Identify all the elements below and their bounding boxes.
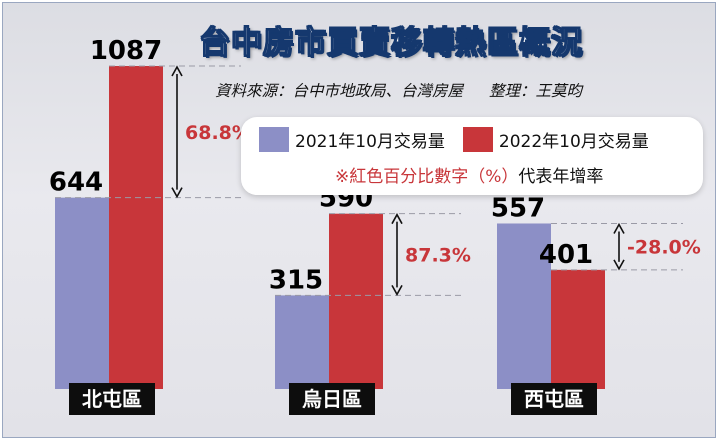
arrow-head-up-beitun [171,65,183,77]
value-label-2022-beitun: 1087 [90,36,162,66]
legend-label-2021: 2021年10月交易量 [295,132,445,152]
legend-note: ※紅色百分比數字（%）代表年增率 [335,162,603,187]
arrow-head-down-wuri [391,285,403,297]
category-label-xitun: 西屯區 [511,383,597,415]
legend-swatch-2022 [462,127,493,152]
category-label-beitun: 北屯區 [69,383,155,415]
bar-2021-beitun [55,197,109,389]
source-line: 資料來源：台中市地政局、台灣房屋 整理：王莫昀 [215,79,705,101]
category-label-wuri: 烏日區 [289,383,375,415]
value-label-2022-xitun: 401 [539,240,593,270]
bar-2021-wuri [275,295,329,389]
bar-2021-xitun [497,223,551,389]
growth-label-beitun: 68.8% [185,122,251,144]
growth-label-xitun: -28.0% [627,237,701,259]
legend-row: 2021年10月交易量 2022年10月交易量 [259,127,667,152]
legend-note-rest: 代表年增率 [518,167,604,187]
editor-text: 整理：王莫昀 [489,82,583,100]
legend: 2021年10月交易量 2022年10月交易量 ※紅色百分比數字（%）代表年增率 [241,117,703,195]
chart-title: 台中房市買賣移轉熱區概況 [198,24,583,61]
legend-note-mark: ※紅色百分比數字（%） [335,167,519,187]
arrow-head-up-xitun [613,222,625,234]
growth-label-wuri: 87.3% [405,245,471,267]
bar-2022-beitun [109,66,163,389]
arrow-head-down-beitun [171,187,183,199]
value-label-2021-xitun: 557 [491,193,545,223]
arrow-head-up-wuri [391,213,403,225]
legend-label-2022: 2022年10月交易量 [498,132,649,152]
bar-2022-wuri [329,213,383,389]
legend-swatch-2021 [259,127,289,152]
arrow-head-down-xitun [613,259,625,271]
value-label-2021-wuri: 315 [269,265,323,295]
chart-frame: 台中房市買賣移轉熱區概況 資料來源：台中市地政局、台灣房屋 整理：王莫昀 68.8… [2,2,716,438]
bar-2022-xitun [551,269,605,389]
value-label-2021-beitun: 644 [49,168,103,198]
source-text: 資料來源：台中市地政局、台灣房屋 [215,82,464,100]
